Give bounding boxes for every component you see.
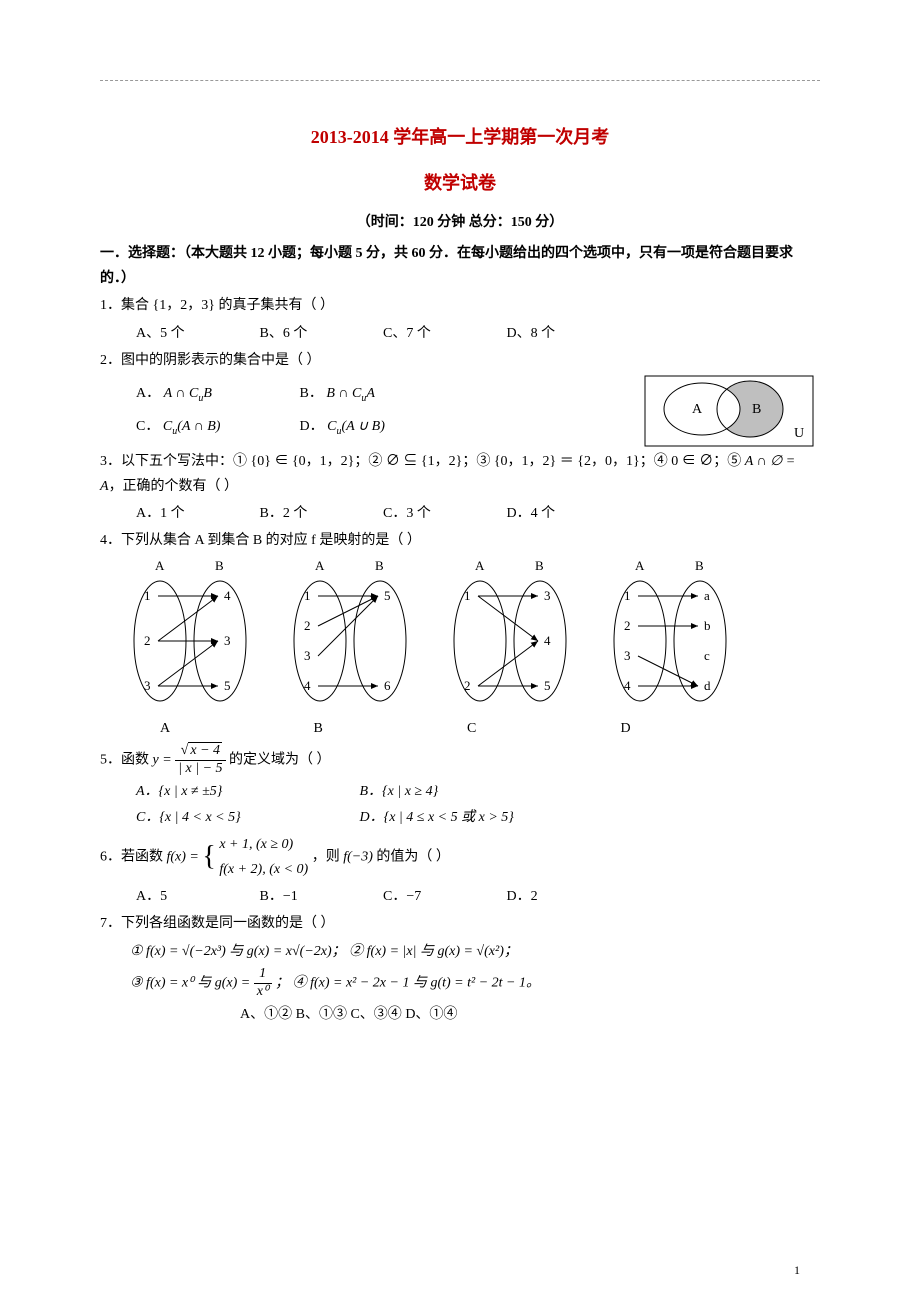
q7-line2: ③ f(x) = x⁰ 与 g(x) = 1x⁰ ； ④ f(x) = x² −… bbox=[100, 966, 820, 1001]
venn-a-label: A bbox=[692, 402, 703, 417]
svg-text:2: 2 bbox=[144, 633, 151, 648]
q4-diagrams: A B 1 2 3 4 3 5 A B 1 2 3 4 5 6 A B 1 2 3 4 5 A B 1 2 3 4 abcd bbox=[100, 556, 820, 716]
svg-text:B: B bbox=[215, 558, 224, 573]
q5-opt-a: A．{x | x ≠ ±5} bbox=[136, 779, 356, 804]
svg-text:2: 2 bbox=[304, 618, 311, 633]
svg-text:3: 3 bbox=[544, 588, 551, 603]
top-rule bbox=[100, 80, 820, 81]
svg-text:3: 3 bbox=[304, 648, 311, 663]
q6-stem: 6．若函数 f(x) = { x + 1, (x ≥ 0) f(x + 2), … bbox=[100, 832, 820, 882]
svg-text:A: A bbox=[315, 558, 325, 573]
q6-opt-c: C．−7 bbox=[383, 884, 503, 909]
q7-opt-d: D、①④ bbox=[405, 1007, 457, 1022]
q5-stem: 5．函数 y = x − 4 | x | − 5 的定义域为（ ） bbox=[100, 743, 820, 778]
venn-b-label: B bbox=[752, 402, 761, 417]
q6-opt-b: B．−1 bbox=[260, 884, 380, 909]
svg-text:a: a bbox=[704, 588, 710, 603]
svg-text:5: 5 bbox=[224, 678, 231, 693]
q3-stem: 3．以下五个写法中：① {0} ∈ {0，1，2}；② ∅ ⊆ {1，2}；③ … bbox=[100, 449, 820, 499]
q4-lab-d: D bbox=[621, 716, 741, 741]
q2-opt-c: C． Cu(A ∩ B) bbox=[136, 414, 296, 441]
q5-opt-c: C．{x | 4 < x < 5} bbox=[136, 805, 356, 830]
q4-lab-b: B bbox=[314, 716, 464, 741]
svg-text:B: B bbox=[695, 558, 704, 573]
q7-line1: ① f(x) = √(−2x³) 与 g(x) = x√(−2x)； ② f(x… bbox=[100, 939, 820, 964]
q2-row1: A． A ∩ CuB B． B ∩ CuA bbox=[100, 381, 644, 408]
q6-opt-d: D．2 bbox=[507, 884, 627, 909]
q1-opt-b: B、6 个 bbox=[260, 321, 380, 346]
q7-stem: 7．下列各组函数是同一函数的是（ ） bbox=[100, 911, 820, 936]
svg-text:2: 2 bbox=[464, 678, 471, 693]
q2-opt-a: A． A ∩ CuB bbox=[136, 381, 296, 408]
svg-text:d: d bbox=[704, 678, 711, 693]
q4-stem: 4．下列从集合 A 到集合 B 的对应 f 是映射的是（ ） bbox=[100, 528, 820, 553]
svg-text:b: b bbox=[704, 618, 711, 633]
q1-stem: 1．集合 {1，2，3} 的真子集共有（ ） bbox=[100, 293, 820, 318]
svg-text:5: 5 bbox=[384, 588, 391, 603]
q4-labels: A B C D bbox=[100, 716, 820, 741]
exam-title-1: 2013-2014 学年高一上学期第一次月考 bbox=[100, 121, 820, 153]
svg-text:B: B bbox=[375, 558, 384, 573]
q2-venn: A B U bbox=[644, 375, 814, 447]
q3-opt-c: C．3 个 bbox=[383, 501, 503, 526]
q2-stem: 2．图中的阴影表示的集合中是（ ） bbox=[100, 348, 820, 373]
exam-meta: （时间：120 分钟 总分：150 分） bbox=[100, 210, 820, 235]
svg-text:A: A bbox=[635, 558, 645, 573]
q2-opt-b: B． B ∩ CuA bbox=[300, 381, 460, 408]
svg-text:A: A bbox=[155, 558, 165, 573]
svg-text:c: c bbox=[704, 648, 710, 663]
q2-opt-d: D． Cu(A ∪ B) bbox=[300, 414, 460, 441]
q5-row2: C．{x | 4 < x < 5} D．{x | 4 ≤ x < 5 或 x >… bbox=[100, 805, 820, 830]
page-number: 1 bbox=[794, 1260, 800, 1282]
q1-options: A、5 个 B、6 个 C、7 个 D、8 个 bbox=[100, 321, 820, 346]
q1-opt-c: C、7 个 bbox=[383, 321, 503, 346]
svg-text:3: 3 bbox=[624, 648, 631, 663]
svg-text:3: 3 bbox=[224, 633, 231, 648]
q6-options: A．5 B．−1 C．−7 D．2 bbox=[100, 884, 820, 909]
svg-text:4: 4 bbox=[544, 633, 551, 648]
svg-text:1: 1 bbox=[144, 588, 151, 603]
q6-opt-a: A．5 bbox=[136, 884, 256, 909]
q3-options: A．1 个 B．2 个 C．3 个 D．4 个 bbox=[100, 501, 820, 526]
svg-text:5: 5 bbox=[544, 678, 551, 693]
q3-opt-b: B．2 个 bbox=[260, 501, 380, 526]
q5-opt-b: B．{x | x ≥ 4} bbox=[360, 779, 580, 804]
svg-text:4: 4 bbox=[304, 678, 311, 693]
q7-opt-b: B、①③ bbox=[296, 1007, 347, 1022]
section-1-head: 一．选择题：（本大题共 12 小题；每小题 5 分，共 60 分．在每小题给出的… bbox=[100, 241, 820, 291]
venn-u-label: U bbox=[794, 426, 804, 441]
svg-text:1: 1 bbox=[464, 588, 471, 603]
q3-opt-d: D．4 个 bbox=[507, 501, 627, 526]
q4-lab-a: A bbox=[160, 716, 310, 741]
q7-options: A、①② B、①③ C、③④ D、①④ bbox=[100, 1002, 820, 1027]
q4-lab-c: C bbox=[467, 716, 617, 741]
svg-text:B: B bbox=[535, 558, 544, 573]
q3-opt-a: A．1 个 bbox=[136, 501, 256, 526]
q1-opt-d: D、8 个 bbox=[507, 321, 627, 346]
svg-text:4: 4 bbox=[624, 678, 631, 693]
svg-text:2: 2 bbox=[624, 618, 631, 633]
svg-text:6: 6 bbox=[384, 678, 391, 693]
exam-title-2: 数学试卷 bbox=[100, 167, 820, 199]
q7-opt-a: A、①② bbox=[240, 1007, 292, 1022]
q7-opt-c: C、③④ bbox=[350, 1007, 401, 1022]
svg-text:1: 1 bbox=[624, 588, 631, 603]
svg-text:4: 4 bbox=[224, 588, 231, 603]
q5-row1: A．{x | x ≠ ±5} B．{x | x ≥ 4} bbox=[100, 779, 820, 804]
q2-row2: C． Cu(A ∩ B) D． Cu(A ∪ B) bbox=[100, 414, 644, 441]
svg-text:1: 1 bbox=[304, 588, 311, 603]
q5-opt-d: D．{x | 4 ≤ x < 5 或 x > 5} bbox=[360, 805, 514, 830]
q1-opt-a: A、5 个 bbox=[136, 321, 256, 346]
svg-text:A: A bbox=[475, 558, 485, 573]
svg-text:3: 3 bbox=[144, 678, 151, 693]
